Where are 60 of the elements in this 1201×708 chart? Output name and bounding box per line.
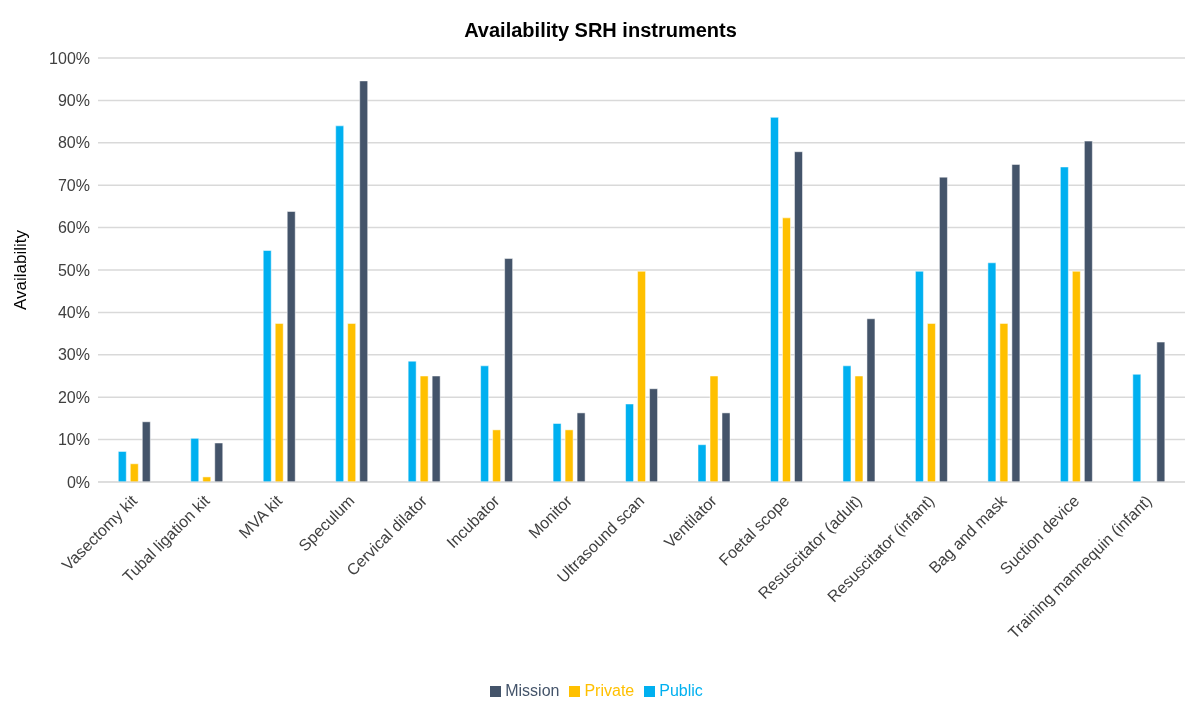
bar <box>649 388 658 482</box>
y-tick-label: 20% <box>57 388 90 406</box>
bar <box>1132 374 1142 482</box>
bar <box>359 80 368 482</box>
legend-label: Public <box>659 682 703 699</box>
bar <box>1156 341 1166 482</box>
y-tick-label: 60% <box>57 219 90 237</box>
bar <box>190 438 200 482</box>
bar <box>480 365 489 482</box>
legend-label: Private <box>584 682 635 699</box>
y-tick-label: 50% <box>57 261 90 279</box>
bar <box>927 323 936 482</box>
bar <box>721 412 731 482</box>
bar <box>866 318 876 482</box>
bar <box>939 176 948 482</box>
bar <box>987 262 997 482</box>
bar <box>576 412 586 482</box>
bar <box>625 403 634 482</box>
y-tick-label: 0% <box>66 473 90 491</box>
bar <box>697 444 707 482</box>
bar <box>564 429 574 482</box>
bar <box>118 451 127 482</box>
y-tick-label: 40% <box>57 304 90 322</box>
bar <box>492 429 501 482</box>
bar <box>637 271 646 482</box>
bar <box>782 217 791 482</box>
y-tick-label: 70% <box>57 176 90 194</box>
y-tick-label: 10% <box>57 431 90 449</box>
bar <box>335 125 344 482</box>
bar <box>709 375 719 482</box>
bar <box>1060 166 1069 482</box>
bar <box>1011 164 1021 482</box>
bar <box>552 423 562 482</box>
bar <box>999 323 1009 482</box>
bar <box>202 476 212 482</box>
bar <box>130 463 139 482</box>
y-tick-label: 30% <box>57 346 90 364</box>
bar <box>214 442 224 482</box>
bar <box>842 365 852 482</box>
bar <box>347 323 356 482</box>
bar <box>504 258 513 482</box>
bar <box>419 375 429 482</box>
y-axis-title: Availability <box>11 229 31 311</box>
bar <box>286 211 296 482</box>
bar <box>262 250 272 482</box>
bar <box>915 271 924 482</box>
bar <box>274 323 284 482</box>
bar <box>794 151 803 482</box>
bar <box>407 360 417 482</box>
bar <box>854 375 864 482</box>
y-tick-label: 90% <box>57 92 90 110</box>
y-tick-label: 100% <box>49 49 90 67</box>
y-tick-label: 80% <box>57 134 90 152</box>
bar <box>1084 140 1093 482</box>
bar <box>1072 271 1081 482</box>
bar <box>431 375 441 482</box>
chart-title: Availability SRH instruments <box>464 19 737 41</box>
bar <box>142 421 151 482</box>
legend-label: Mission <box>505 682 560 699</box>
bar <box>770 117 779 482</box>
